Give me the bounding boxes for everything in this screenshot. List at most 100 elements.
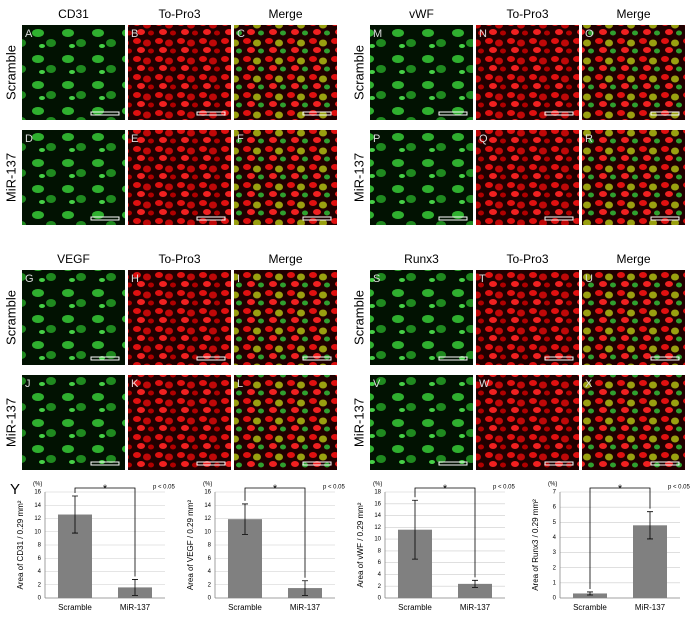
y-tick-label: 14 <box>34 503 41 509</box>
y-tick-label: 18 <box>374 490 381 496</box>
significance-bracket <box>589 487 651 589</box>
panel-letter: M <box>373 28 382 40</box>
y-tick-label: 0 <box>208 596 212 602</box>
scale-bar <box>90 461 120 466</box>
significance-mark: * <box>273 483 278 495</box>
error-bar <box>132 579 138 596</box>
panel-letter: X <box>585 378 593 390</box>
micrograph <box>476 375 579 470</box>
micrograph <box>128 25 231 120</box>
significance-mark: * <box>103 483 108 495</box>
scale-bar <box>544 356 574 361</box>
y-tick-label: 2 <box>553 565 557 571</box>
error-bar <box>72 495 78 534</box>
x-tick-label: Scramble <box>58 603 92 612</box>
scale-bar <box>438 356 468 361</box>
scale-bar <box>196 356 226 361</box>
y-axis-title: Area of VEGF / 0.29 mm² <box>186 500 195 591</box>
panel-letter: N <box>479 28 487 40</box>
y-tick-label: 6 <box>378 560 382 566</box>
y-tick-label: 4 <box>38 569 42 575</box>
p-value: p < 0.05 <box>323 485 346 491</box>
unit-label: (%) <box>373 482 382 488</box>
micrograph <box>234 375 337 470</box>
y-tick-label: 4 <box>553 535 557 541</box>
p-value: p < 0.05 <box>668 485 691 491</box>
p-value: p < 0.05 <box>493 485 516 491</box>
y-tick-label: 12 <box>34 516 41 522</box>
y-tick-label: 3 <box>553 550 557 556</box>
scale-bar <box>650 356 680 361</box>
row-label: Scramble <box>351 45 366 100</box>
y-tick-label: 0 <box>38 596 42 602</box>
y-tick-label: 12 <box>204 516 211 522</box>
row-label: Scramble <box>3 290 18 345</box>
micrograph <box>22 130 125 225</box>
micrograph <box>128 130 231 225</box>
row-label: Scramble <box>3 45 18 100</box>
scale-bar <box>302 216 332 221</box>
panel-letter: U <box>585 273 593 285</box>
y-tick-label: 16 <box>34 490 41 496</box>
y-tick-label: 4 <box>208 569 212 575</box>
micrograph <box>22 375 125 470</box>
column-title: To-Pro3 <box>506 7 548 21</box>
x-tick-label: MiR-137 <box>635 603 666 612</box>
micrograph <box>370 130 473 225</box>
row-label: MiR-137 <box>3 153 18 202</box>
panel-letter: V <box>373 378 381 390</box>
y-tick-label: 14 <box>374 513 381 519</box>
error-bar <box>647 511 653 540</box>
column-title: vWF <box>409 7 434 21</box>
micrograph <box>22 270 125 365</box>
scale-bar <box>196 216 226 221</box>
scale-bar <box>90 216 120 221</box>
unit-label: (%) <box>548 482 557 488</box>
panel-letter: E <box>131 133 138 145</box>
column-title: To-Pro3 <box>158 252 200 266</box>
micrograph <box>22 25 125 120</box>
micrograph <box>128 375 231 470</box>
bar <box>573 593 607 598</box>
micrograph <box>476 130 579 225</box>
panel-letter: R <box>585 133 593 145</box>
x-tick-label: MiR-137 <box>290 603 321 612</box>
y-axis-title: Area of Runx3 / 0.29 mm² <box>531 499 540 591</box>
row-label: MiR-137 <box>351 153 366 202</box>
x-tick-label: MiR-137 <box>120 603 151 612</box>
micrograph <box>582 130 685 225</box>
error-bar <box>587 591 593 596</box>
y-tick-label: 6 <box>553 505 557 511</box>
panel-letter: J <box>25 378 31 390</box>
panel-letter: L <box>237 378 243 390</box>
panel-letter: I <box>237 273 240 285</box>
x-tick-label: Scramble <box>573 603 607 612</box>
significance-bracket <box>244 487 306 578</box>
scale-bar <box>302 356 332 361</box>
micrograph <box>370 25 473 120</box>
micrograph <box>234 25 337 120</box>
significance-mark: * <box>618 483 623 495</box>
p-value: p < 0.05 <box>153 485 176 491</box>
panel-letter: B <box>131 28 138 40</box>
scale-bar <box>90 356 120 361</box>
y-axis-title: Area of CD31 / 0.29 mm² <box>16 500 25 589</box>
panel-letter: A <box>25 28 33 40</box>
scale-bar <box>544 461 574 466</box>
panel-letter: T <box>479 273 486 285</box>
y-tick-label: 0 <box>553 596 557 602</box>
y-tick-label: 10 <box>204 529 211 535</box>
scale-bar <box>438 461 468 466</box>
y-tick-label: 8 <box>378 548 382 554</box>
significance-mark: * <box>443 483 448 495</box>
micrograph <box>582 375 685 470</box>
scale-bar <box>650 111 680 116</box>
panel-letter: W <box>479 378 490 390</box>
scale-bar <box>650 461 680 466</box>
y-tick-label: 10 <box>374 537 381 543</box>
scale-bar <box>544 111 574 116</box>
unit-label: (%) <box>33 482 42 488</box>
row-label: Scramble <box>351 290 366 345</box>
y-tick-label: 2 <box>378 584 382 590</box>
scale-bar <box>90 111 120 116</box>
